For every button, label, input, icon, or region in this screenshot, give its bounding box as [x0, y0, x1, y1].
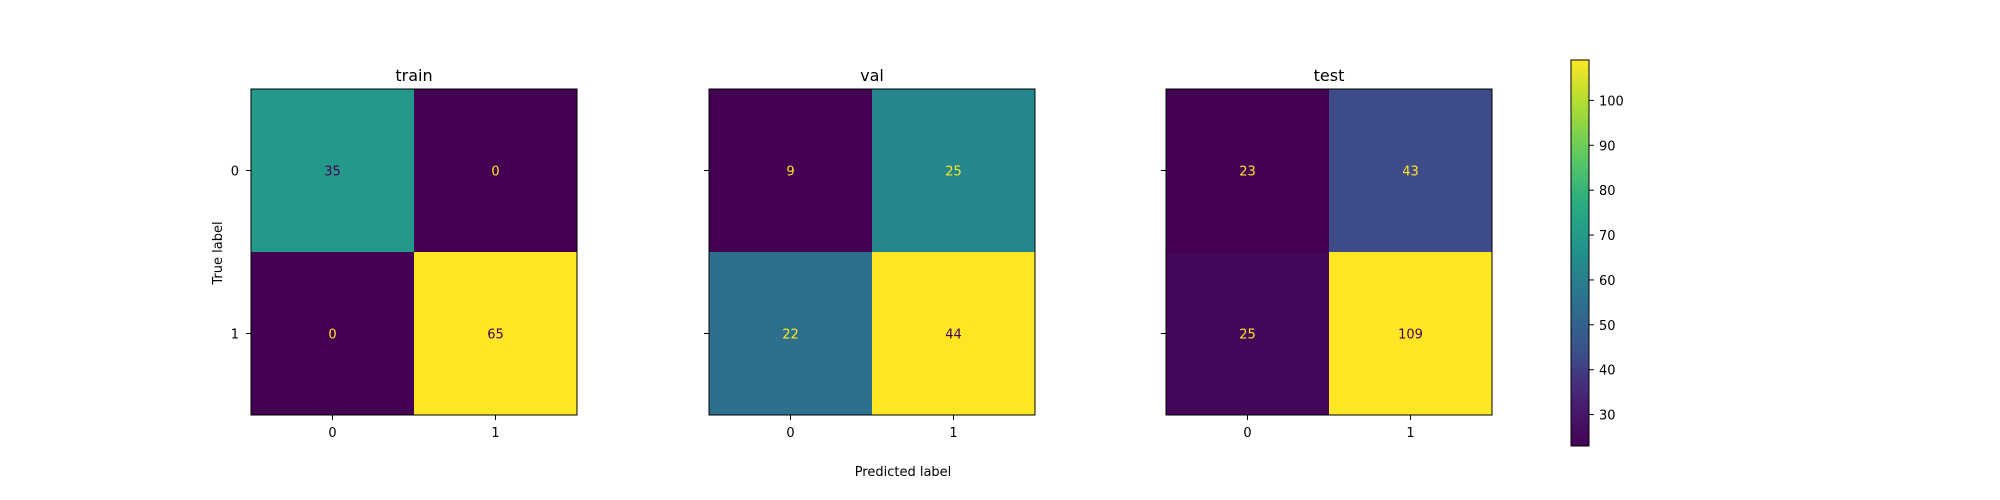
cell-value-val-1-1: 44 — [945, 328, 962, 343]
panel-frame-val — [708, 88, 1036, 416]
cell-value-train-0-1: 0 — [491, 165, 499, 180]
cell-value-val-1-0: 22 — [782, 328, 799, 343]
panel-title-val: val — [860, 66, 884, 85]
cell-val-0-1 — [872, 89, 1035, 252]
cell-val-1-1 — [872, 252, 1035, 415]
x-tick-label-train-0: 0 — [328, 426, 336, 441]
y-tick-label-train-0: 0 — [231, 165, 239, 180]
colorbar-tick-label-50: 50 — [1599, 319, 1616, 334]
cell-train-0-0 — [251, 89, 414, 252]
x-tick-label-test-1: 1 — [1406, 426, 1414, 441]
cell-value-test-0-1: 43 — [1402, 165, 1419, 180]
x-tick-label-val-0: 0 — [786, 426, 794, 441]
cell-value-train-1-1: 65 — [487, 328, 504, 343]
colorbar-tick-label-60: 60 — [1599, 274, 1616, 289]
panel-frame-test — [1165, 88, 1493, 416]
panel-title-test: test — [1314, 66, 1345, 85]
cell-value-train-0-0: 35 — [324, 165, 341, 180]
y-axis-label: True label — [211, 221, 226, 285]
cell-value-train-1-0: 0 — [328, 328, 336, 343]
cell-val-1-0 — [709, 252, 872, 415]
cell-train-1-0 — [251, 252, 414, 415]
colorbar-tick-label-30: 30 — [1599, 409, 1616, 424]
cell-test-0-1 — [1329, 89, 1492, 252]
cell-value-test-1-1: 109 — [1398, 328, 1423, 343]
colorbar-tick-label-40: 40 — [1599, 364, 1616, 379]
cell-test-1-1 — [1329, 252, 1492, 415]
cell-value-test-1-0: 25 — [1239, 328, 1256, 343]
cell-val-0-0 — [709, 89, 872, 252]
x-tick-label-train-1: 1 — [491, 426, 499, 441]
y-tick-label-train-1: 1 — [231, 328, 239, 343]
colorbar-tick-label-90: 90 — [1599, 139, 1616, 154]
cell-test-0-0 — [1166, 89, 1329, 252]
panel-title-train: train — [395, 66, 432, 85]
panel-frame-train — [250, 88, 578, 416]
cell-value-val-0-0: 9 — [786, 165, 794, 180]
colorbar-tick-label-100: 100 — [1599, 94, 1624, 109]
cell-train-1-1 — [414, 252, 577, 415]
colorbar — [1570, 59, 1590, 447]
colorbar-tick-label-70: 70 — [1599, 229, 1616, 244]
cell-value-test-0-0: 23 — [1239, 165, 1256, 180]
cell-train-0-1 — [414, 89, 577, 252]
cell-test-1-0 — [1166, 252, 1329, 415]
x-tick-label-val-1: 1 — [949, 426, 957, 441]
x-axis-label: Predicted label — [855, 465, 952, 480]
x-tick-label-test-0: 0 — [1243, 426, 1251, 441]
cell-value-val-0-1: 25 — [945, 165, 962, 180]
colorbar-tick-label-80: 80 — [1599, 184, 1616, 199]
